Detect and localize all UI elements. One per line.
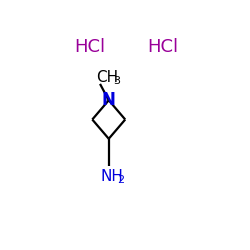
Text: 2: 2: [117, 175, 124, 185]
Text: 3: 3: [113, 76, 120, 86]
Text: CH: CH: [96, 70, 118, 85]
Text: HCl: HCl: [148, 38, 178, 56]
Text: HCl: HCl: [74, 38, 105, 56]
Text: N: N: [102, 91, 116, 109]
Text: NH: NH: [100, 169, 123, 184]
